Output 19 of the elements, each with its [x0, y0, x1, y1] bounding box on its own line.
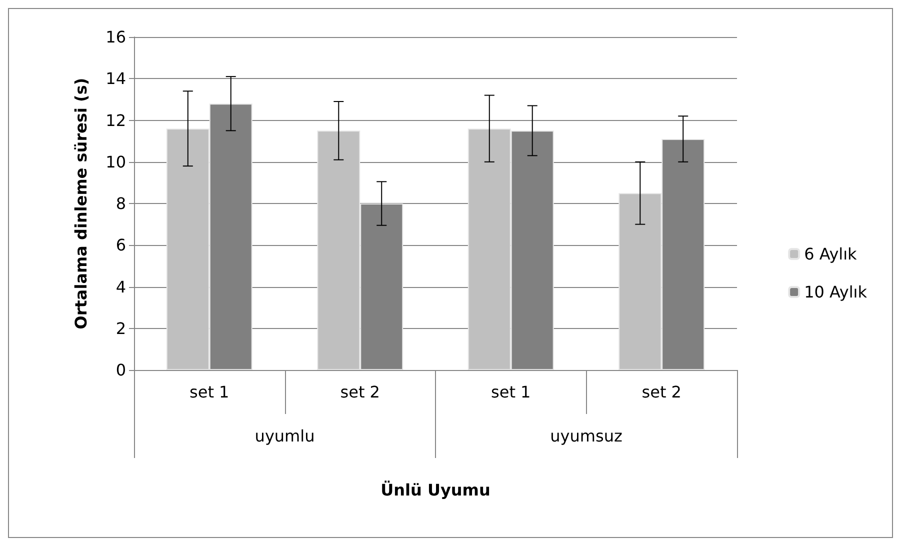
y-tick-label: 14 [106, 69, 126, 88]
legend-label: 6 Aylık [804, 244, 858, 264]
legend-label: 10 Aylık [804, 282, 868, 302]
y-tick-label: 12 [106, 110, 126, 130]
x-tick-label: set 1 [190, 382, 230, 402]
x-tick-label: set 1 [491, 382, 531, 402]
x-axis-title: Ünlü Uyumu [380, 480, 490, 500]
y-tick-label: 8 [116, 194, 126, 213]
y-axis-title: Ortalama dinleme süresi (s) [72, 78, 90, 330]
x-tick-label: set 2 [340, 382, 380, 402]
y-tick-label: 10 [106, 152, 126, 172]
y-tick-label: 4 [116, 277, 126, 296]
text: uyumsuz [550, 426, 622, 446]
y-tick-label: 16 [106, 28, 126, 46]
y-tick-label: 2 [116, 318, 126, 338]
y-tick-label: 6 [116, 236, 126, 255]
y-tick-label: 0 [116, 360, 126, 380]
x-tick-label: set 2 [642, 382, 682, 402]
text: uyumlu [254, 426, 315, 446]
